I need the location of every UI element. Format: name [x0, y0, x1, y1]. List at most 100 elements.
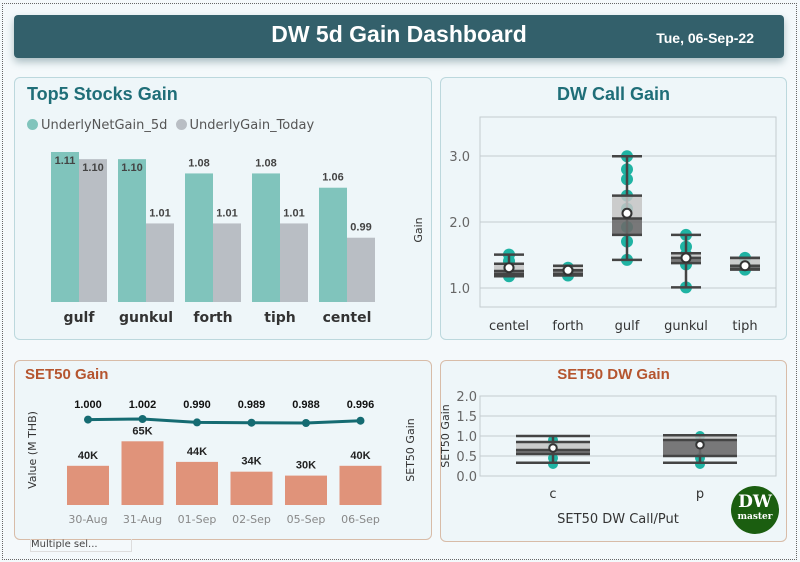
y-tick-label: 0.0: [456, 470, 477, 485]
bar: [280, 223, 308, 302]
bar: [252, 173, 280, 302]
bar: [347, 237, 375, 302]
bar-data-label: 40K: [78, 450, 98, 462]
y-tick-label: 0.5: [456, 450, 477, 465]
data-label: 0.99: [350, 222, 371, 234]
bar-data-label: 30K: [296, 460, 316, 472]
bar: [146, 223, 174, 302]
line-point: [356, 416, 365, 425]
mean-marker: [739, 260, 751, 272]
y-tick-label: 1.5: [456, 410, 477, 425]
y-axis-label: SET50 Gain: [439, 404, 452, 467]
y-tick-label: 1.0: [456, 430, 477, 445]
line-point: [193, 418, 201, 427]
mean-marker: [621, 207, 633, 219]
line-data-label: 0.988: [292, 399, 320, 411]
gain-line: [87, 417, 361, 425]
data-label: 1.01: [216, 207, 237, 219]
data-label: 1.01: [283, 207, 304, 219]
x-tick-label: forth: [193, 310, 232, 326]
report-date: Tue, 06-Sep-22: [656, 30, 754, 46]
header-banner: DW 5d Gain Dashboard Tue, 06-Sep-22: [14, 15, 784, 58]
bar-data-label: 65K: [132, 425, 152, 437]
y-tick-label: 2.0: [449, 216, 470, 231]
data-label: 1.08: [188, 157, 209, 169]
bar-data-label: 40K: [350, 450, 370, 462]
page-title: DW 5d Gain Dashboard: [271, 21, 527, 47]
bar: [185, 173, 213, 302]
line-data-label: 1.000: [74, 399, 102, 411]
legend-item[interactable]: UnderlyNetGain_5d: [27, 118, 167, 133]
y-tick-label: 2.0: [456, 390, 477, 405]
x-tick-label: gulf: [615, 319, 640, 334]
x-tick-label: centel: [323, 310, 372, 326]
data-label: 1.06: [322, 172, 343, 184]
x-tick-label: gulf: [64, 310, 96, 326]
mean-marker: [680, 252, 692, 264]
bar: [213, 223, 241, 302]
bar: [319, 187, 347, 302]
canvas-border: [2, 3, 797, 560]
line-data-label: 1.002: [129, 399, 157, 411]
x-tick-label: gunkul: [664, 319, 708, 334]
line-data-label: 0.989: [238, 399, 266, 411]
panel-title: Top5 Stocks Gain: [27, 84, 178, 104]
data-label: 1.01: [149, 207, 170, 219]
box-upper: [663, 435, 737, 440]
line-point: [138, 415, 147, 423]
bar: [118, 159, 146, 302]
bar-data-label: 44K: [187, 446, 207, 458]
data-label: 1.11: [55, 155, 76, 167]
x-tick-label: tiph: [732, 319, 757, 334]
x-tick-label: gunkul: [119, 310, 173, 326]
date-slicer-dropdown[interactable]: Multiple sel...: [30, 539, 132, 552]
set50-gain-panel[interactable]: SET50 Gain: [14, 360, 432, 540]
x-tick-label: c: [549, 487, 556, 502]
x-tick-label: 30-Aug: [68, 513, 107, 526]
x-tick-label: 06-Sep: [341, 513, 380, 526]
bar: [230, 471, 273, 505]
legend-dot-icon: [175, 119, 187, 130]
mean-marker: [562, 264, 574, 276]
legend-label: UnderlyGain_Today: [189, 118, 315, 133]
bar: [121, 441, 164, 505]
x-tick-label: 02-Sep: [232, 513, 271, 526]
mean-marker: [548, 443, 558, 453]
x-tick-label: 31-Aug: [123, 513, 162, 526]
legend-label: UnderlyNetGain_5d: [41, 118, 168, 133]
y-axis-label: Gain: [412, 217, 425, 242]
mean-marker: [503, 262, 515, 274]
x-tick-label: forth: [552, 319, 583, 334]
y2-axis-label: SET50 Gain: [404, 418, 417, 481]
x-axis-label: SET50 DW Call/Put: [557, 512, 679, 527]
bar: [79, 159, 107, 302]
x-tick-label: p: [696, 487, 704, 502]
y-tick-label: 1.0: [449, 282, 470, 297]
bar: [339, 465, 382, 505]
data-label: 1.08: [255, 157, 276, 169]
legend: UnderlyNetGain_5d UnderlyGain_Today: [27, 118, 314, 133]
panel-title: SET50 Gain: [25, 366, 109, 383]
line-data-label: 0.990: [183, 399, 211, 411]
bar: [285, 475, 327, 505]
x-tick-label: tiph: [264, 310, 295, 326]
data-label: 1.10: [82, 162, 103, 174]
x-tick-label: 01-Sep: [178, 513, 217, 526]
y-tick-label: 3.0: [449, 150, 470, 165]
line-point: [247, 418, 256, 427]
legend-dot-icon: [27, 119, 38, 130]
dw-master-logo: DW master: [731, 486, 779, 534]
line-data-label: 0.996: [347, 399, 375, 411]
box-upper: [612, 195, 642, 219]
legend-item[interactable]: UnderlyGain_Today: [175, 118, 315, 133]
data-label: 1.10: [121, 162, 142, 174]
line-point: [302, 419, 310, 427]
x-tick-label: centel: [489, 319, 529, 334]
x-tick-label: 05-Sep: [287, 513, 326, 526]
bar: [67, 465, 109, 505]
box-lower: [612, 218, 642, 235]
bar: [51, 152, 79, 302]
panel-title: SET50 DW Gain: [557, 366, 670, 383]
plot-area: [479, 116, 777, 308]
